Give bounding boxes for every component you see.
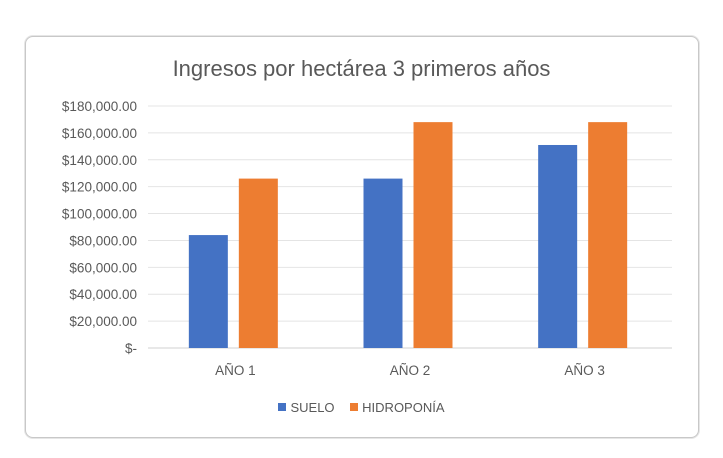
- bar-hidroponia-2: [413, 122, 453, 348]
- legend-label: SUELO: [290, 399, 335, 415]
- y-tick-label: $100,000.00: [62, 207, 137, 222]
- y-tick-label: $80,000.00: [69, 233, 137, 248]
- bar-hidroponia-1: [238, 178, 278, 348]
- legend-item-hidroponia: HIDROPONÍA: [350, 399, 445, 415]
- y-tick-label: $120,000.00: [62, 180, 137, 195]
- y-tick-label: $180,000.00: [62, 99, 137, 114]
- y-tick-label: $160,000.00: [62, 126, 137, 141]
- legend: SUELO HIDROPONÍA: [0, 399, 723, 415]
- x-tick-label: AÑO 1: [215, 363, 256, 378]
- y-tick-label: $60,000.00: [69, 260, 137, 275]
- x-tick-label: AÑO 3: [564, 363, 605, 378]
- bar-suelo-3: [538, 144, 578, 348]
- y-tick-label: $140,000.00: [62, 153, 137, 168]
- y-tick-label: $-: [125, 341, 137, 356]
- bar-suelo-2: [363, 178, 403, 348]
- legend-swatch-hidroponia: [350, 403, 359, 411]
- y-tick-label: $20,000.00: [69, 314, 137, 329]
- legend-swatch-suelo: [278, 403, 287, 411]
- x-tick-label: AÑO 2: [390, 363, 431, 378]
- legend-item-suelo: SUELO: [278, 399, 335, 415]
- chart-title: Ingresos por hectárea 3 primeros años: [172, 56, 551, 81]
- bar-suelo-1: [188, 235, 228, 348]
- legend-label: HIDROPONÍA: [362, 399, 445, 415]
- chart-frame[interactable]: [25, 36, 699, 438]
- y-tick-label: $40,000.00: [69, 287, 137, 302]
- bar-hidroponia-3: [588, 122, 628, 348]
